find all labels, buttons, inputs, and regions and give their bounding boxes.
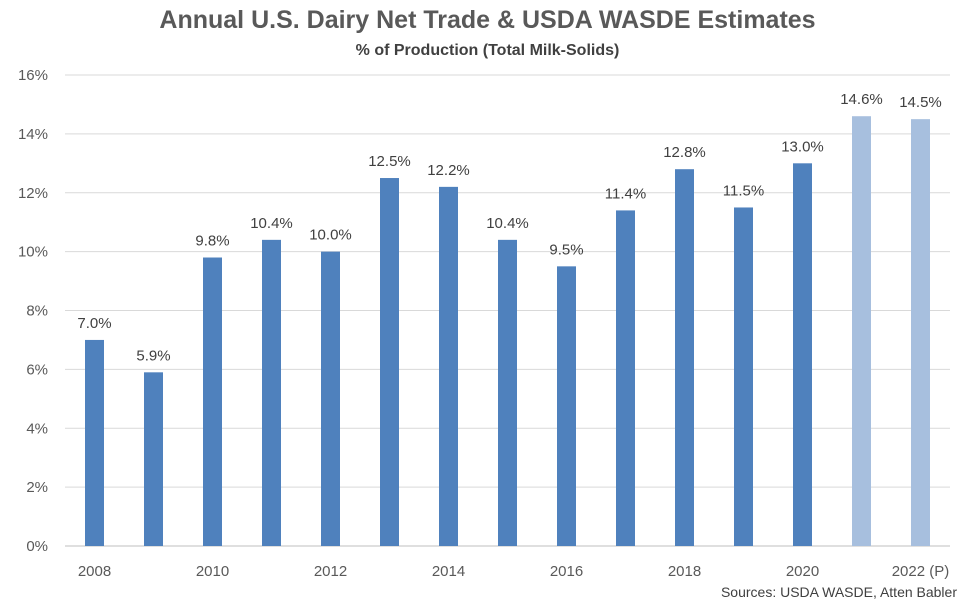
y-tick-label: 14% bbox=[18, 126, 48, 143]
data-label: 12.8% bbox=[663, 144, 706, 161]
x-tick-label: 2014 bbox=[432, 563, 465, 580]
source-note: Sources: USDA WASDE, Atten Babler bbox=[720, 584, 957, 600]
bar-2022-P bbox=[911, 119, 930, 546]
bar-2020 bbox=[793, 163, 812, 546]
bar-2013 bbox=[380, 178, 399, 546]
data-label: 12.2% bbox=[427, 162, 470, 179]
data-label: 7.0% bbox=[77, 315, 111, 332]
y-tick-label: 0% bbox=[26, 538, 48, 555]
x-tick-label: 2020 bbox=[786, 563, 819, 580]
bar-2008 bbox=[85, 339, 104, 546]
x-tick-label: 2010 bbox=[196, 563, 229, 580]
x-tick-label: 2022 (P) bbox=[892, 563, 950, 580]
data-label: 12.5% bbox=[368, 153, 411, 170]
data-label: 10.4% bbox=[250, 215, 293, 232]
x-tick-label: 2018 bbox=[668, 563, 701, 580]
data-label: 11.4% bbox=[605, 185, 646, 202]
y-tick-label: 10% bbox=[18, 244, 48, 261]
chart-title: Annual U.S. Dairy Net Trade & USDA WASDE… bbox=[159, 6, 816, 34]
y-tick-label: 16% bbox=[18, 67, 48, 84]
bar-2012 bbox=[321, 251, 340, 546]
x-tick-label: 2012 bbox=[314, 563, 347, 580]
bar-2019 bbox=[734, 207, 753, 546]
bar-2017 bbox=[616, 210, 635, 546]
data-label: 13.0% bbox=[781, 138, 824, 155]
bar-2011 bbox=[262, 239, 281, 546]
y-tick-label: 6% bbox=[26, 361, 48, 378]
y-tick-label: 4% bbox=[26, 420, 48, 437]
data-label: 9.8% bbox=[195, 233, 229, 250]
data-label: 9.5% bbox=[549, 241, 583, 258]
bar-2015 bbox=[498, 239, 517, 546]
x-tick-label: 2016 bbox=[550, 563, 583, 580]
data-label: 10.4% bbox=[486, 215, 529, 232]
bar-2016 bbox=[557, 266, 576, 546]
bar-2014 bbox=[439, 186, 458, 547]
data-label: 14.6% bbox=[840, 91, 883, 108]
data-label: 11.5% bbox=[723, 182, 764, 199]
chart-subtitle: % of Production (Total Milk-Solids) bbox=[355, 42, 620, 59]
y-tick-label: 12% bbox=[18, 185, 48, 202]
data-label: 5.9% bbox=[136, 347, 170, 364]
bar-2018 bbox=[675, 169, 694, 546]
bar-2010 bbox=[203, 257, 222, 546]
data-label: 14.5% bbox=[899, 94, 942, 111]
y-tick-label: 2% bbox=[26, 479, 48, 496]
x-tick-label: 2008 bbox=[78, 563, 111, 580]
bar-2009 bbox=[144, 372, 163, 546]
bar-2021 bbox=[852, 116, 871, 547]
y-tick-label: 8% bbox=[26, 303, 48, 320]
data-label: 10.0% bbox=[309, 227, 352, 244]
